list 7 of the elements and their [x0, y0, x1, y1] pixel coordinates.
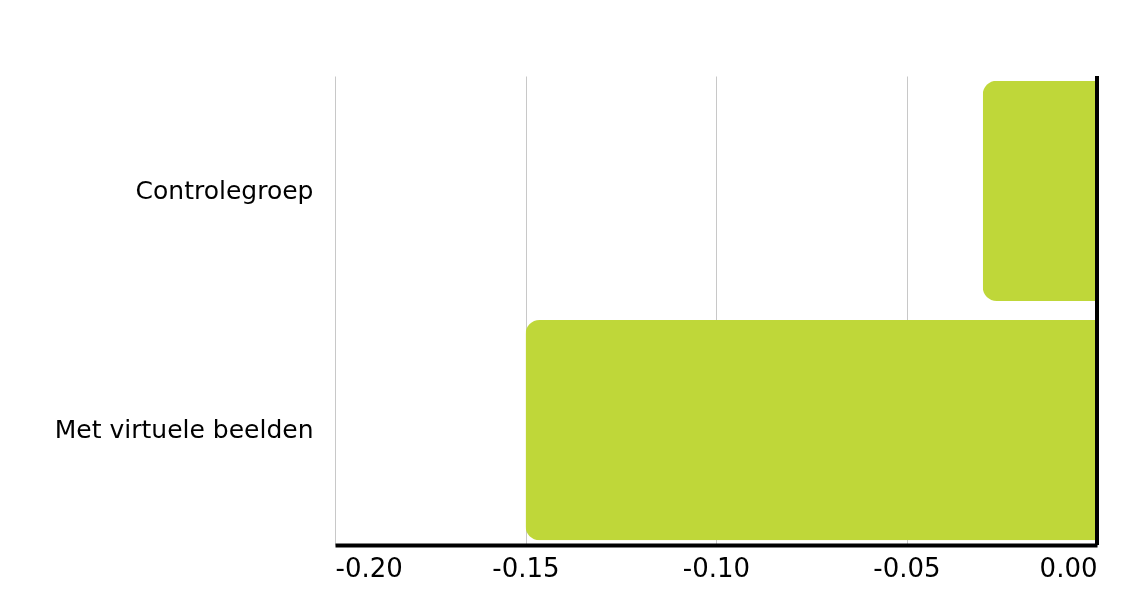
x-tick-label: -0.05: [873, 552, 941, 583]
y-tick-label: Controlegroep: [135, 175, 314, 205]
x-tick-label: -0.10: [682, 552, 751, 583]
y-tick-label: Met virtuele beelden: [54, 415, 314, 445]
x-tick-label: -0.15: [492, 552, 560, 583]
x-tick-label: 0.00: [1039, 552, 1098, 583]
x-tick-label: -0.20: [335, 552, 403, 583]
